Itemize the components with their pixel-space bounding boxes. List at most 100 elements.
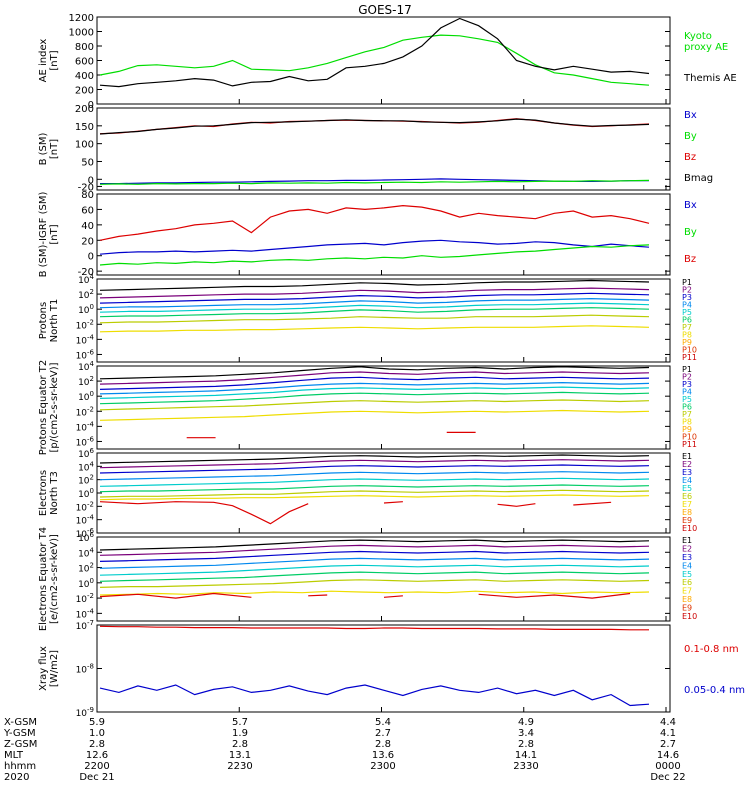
y-tick-label: 10-2: [76, 500, 94, 513]
channel-line-3: [99, 376, 650, 390]
ephemeris-cell: 1.0: [89, 728, 105, 739]
panel-frame: [96, 624, 671, 713]
y-tick-label: 100: [78, 390, 94, 403]
legend-p2: P2: [682, 373, 692, 382]
legend-bz: Bz: [684, 152, 696, 163]
legend-e4: E4: [682, 561, 692, 570]
row-label-year: 2020: [4, 772, 30, 783]
legend-e6: E6: [682, 578, 692, 587]
ephemeris-cell: 2200: [84, 761, 110, 772]
y-tick-label: 106: [78, 447, 94, 460]
legend-p9: P9: [682, 338, 692, 347]
panel-frame: [96, 16, 671, 105]
y-tick-label: 102: [78, 474, 94, 487]
legend-p5: P5: [682, 308, 692, 317]
y-tick-label: 10-8: [76, 663, 94, 676]
legend-p1: P1: [682, 278, 692, 287]
series-line-0-05-0-4-nm: [99, 684, 650, 707]
plot-title: GOES-17: [358, 3, 412, 17]
channel-line-6: [99, 307, 650, 318]
legend-e1: E1: [682, 536, 692, 545]
ephemeris-cell: Dec 22: [650, 772, 686, 783]
y-tick-label: 1200: [69, 13, 94, 24]
channel-line-4: [99, 557, 650, 569]
legend-by: By: [684, 227, 697, 238]
legend-e6: E6: [682, 492, 692, 501]
y-tick-label: 0: [88, 252, 94, 263]
y-tick-label: 800: [75, 42, 94, 53]
y-tick-label: 10-9: [76, 706, 94, 719]
y-tick-label: 10-2: [76, 592, 94, 605]
series-line-bmag: [99, 118, 650, 135]
row-label-hhmm: hhmm: [4, 761, 37, 772]
legend-e10: E10: [682, 612, 697, 621]
ephemeris-cell: 2.8: [232, 739, 248, 750]
ephemeris-cell: 2230: [227, 761, 253, 772]
legend-p4: P4: [682, 388, 692, 397]
channel-line-7: [99, 579, 650, 588]
channel-line-8: [99, 325, 650, 333]
legend-p10: P10: [682, 433, 697, 442]
channel-line-7: [99, 399, 650, 411]
y-tick-label: 104: [78, 273, 94, 286]
y-tick-label: 60: [81, 205, 94, 216]
y-tick-label: 10-4: [76, 607, 95, 620]
channel-line-5: [99, 477, 650, 487]
channel-line-7: [99, 314, 650, 324]
legend-p10: P10: [682, 346, 697, 355]
channel-line-6: [99, 571, 650, 582]
row-label-z-gsm: Z-GSM: [4, 739, 38, 750]
y-tick-label: -20: [78, 267, 94, 278]
y-axis-label: Xray flux[W/m2]: [38, 646, 60, 691]
series-line-0-1-0-8-nm: [99, 625, 649, 631]
channel-line-2: [99, 544, 650, 556]
panel-bsm: 200 150 100 50 0-20 B (SM)[nT] Bx By Bz Bmag: [38, 104, 713, 193]
ephemeris-cell: 1.9: [232, 728, 248, 739]
panel-ae: 1200 1000 800 600 400 200 0 AE index[nT] Kyotopr…: [38, 13, 737, 111]
y-tick-label: 10-6: [76, 527, 95, 540]
legend-p11: P11: [682, 440, 697, 449]
legend-bmag: Bmag: [684, 173, 713, 184]
legend-bx: Bx: [684, 200, 697, 211]
y-axis-label: B (SM)-IGRF (SM)[nT]: [38, 192, 60, 278]
legend-e4: E4: [682, 476, 692, 485]
legend-e3: E3: [682, 553, 692, 562]
legend-e8: E8: [682, 508, 692, 517]
y-tick-label: 100: [78, 303, 94, 316]
y-axis-label: Protons Equator T2[p/(cm2-s-sr-keV)]: [38, 360, 60, 456]
ephemeris-cell: 5.9: [89, 717, 105, 728]
panel-bsmigrf: 80 60 40 20 0 -20 B (SM)-IGRF (SM)[nT] Bx By Bz: [38, 190, 697, 278]
panel-frame: [96, 536, 671, 622]
ephemeris-cell: 2300: [370, 761, 396, 772]
ephemeris-cell: 13.6: [371, 750, 395, 761]
low-channel-segment: [497, 503, 536, 507]
panel-frame: [96, 107, 671, 191]
channel-line-1: [99, 366, 650, 380]
panel-peq: 104 102 100 10-2 10-4 10-6 Protons Equator T2[…: [38, 360, 697, 456]
ephemeris-cell: 3.4: [518, 728, 534, 739]
y-tick-label: 10-4: [76, 420, 95, 433]
ephemeris-cell: 4.4: [660, 717, 676, 728]
channel-line-1: [99, 539, 650, 551]
ephemeris-cell: 4.1: [660, 728, 676, 739]
legend-bz: Bz: [684, 254, 696, 265]
ephemeris-cell: 2.8: [518, 739, 534, 750]
channel-line-1: [99, 454, 650, 464]
y-axis-label: Electrons Equator T4[e/(cm2-s-sr-keV)]: [38, 527, 60, 631]
channel-line-2: [99, 287, 650, 299]
panel-frame: [96, 365, 671, 450]
y-tick-label: 104: [78, 360, 94, 373]
ephemeris-cell: Dec 21: [79, 772, 115, 783]
series-line-themis-ae: [99, 17, 650, 88]
legend-long-channel: 0.1-0.8 nm: [684, 644, 739, 655]
y-axis-label: AE index[nT]: [38, 39, 60, 83]
y-tick-label: 10-7: [76, 619, 94, 632]
ephemeris-cell: 14.6: [656, 750, 680, 761]
y-tick-label: 100: [75, 140, 94, 151]
legend-proxy-ae: proxy AE: [684, 42, 728, 53]
y-tick-label: 600: [75, 57, 94, 68]
legend-p9: P9: [682, 425, 692, 434]
ephemeris-cell: 4.9: [518, 717, 534, 728]
channel-line-6: [99, 484, 650, 493]
